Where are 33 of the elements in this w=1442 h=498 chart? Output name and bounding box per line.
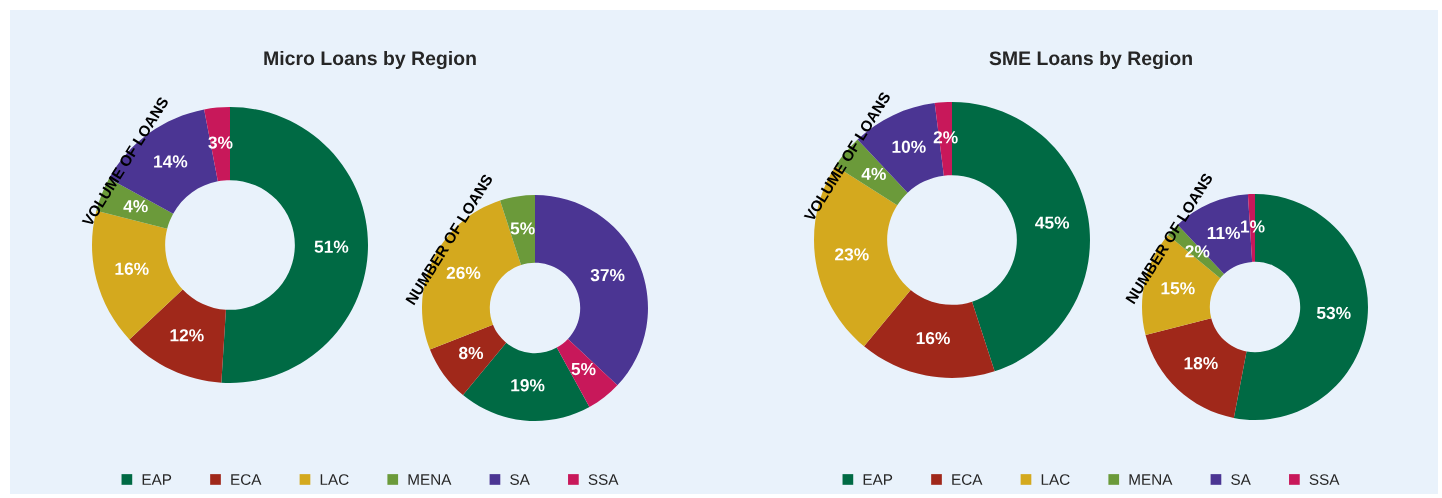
legend-label: ECA xyxy=(952,474,983,485)
chart-title: SME Loans by Region xyxy=(989,50,1192,70)
legend-label: SSA xyxy=(1309,474,1340,485)
data-label: 37% xyxy=(590,268,625,282)
data-label: 4% xyxy=(861,167,886,180)
legend-label: LAC xyxy=(1041,474,1070,485)
data-label: 8% xyxy=(459,346,484,360)
data-label: 5% xyxy=(510,222,535,235)
data-label: 2% xyxy=(1185,245,1210,258)
legend-label: EAP xyxy=(863,474,893,485)
data-label: 12% xyxy=(170,329,204,342)
data-label: 10% xyxy=(892,140,926,153)
data-label: 16% xyxy=(115,262,149,275)
data-label: 19% xyxy=(511,379,545,392)
chart-title: Micro Loans by Region xyxy=(264,50,476,70)
legend-label: SA xyxy=(510,474,530,485)
legend-label: MENA xyxy=(1129,474,1173,485)
legend-label: MENA xyxy=(408,474,452,485)
data-label: 4% xyxy=(123,200,148,213)
data-label: 5% xyxy=(571,362,596,376)
legend-label: SA xyxy=(1231,474,1251,485)
data-label: 18% xyxy=(1184,357,1218,370)
legend-label: EAP xyxy=(142,474,172,485)
data-label: 16% xyxy=(916,332,950,345)
legend-label: ECA xyxy=(231,474,262,485)
legend-label: SSA xyxy=(588,474,619,485)
data-label: 45% xyxy=(1035,216,1070,229)
legend-label: LAC xyxy=(320,474,349,485)
data-label: 14% xyxy=(154,155,188,168)
data-label: 51% xyxy=(314,240,349,253)
data-label: 11% xyxy=(1207,226,1241,240)
data-label: 53% xyxy=(1316,306,1351,320)
data-label: 23% xyxy=(835,248,869,261)
